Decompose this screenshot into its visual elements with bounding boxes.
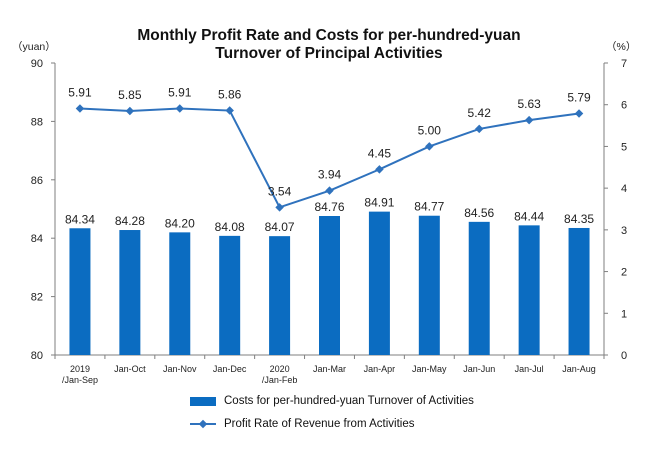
profit-rate-point — [125, 106, 135, 116]
x-category-label: 2019 — [70, 364, 90, 374]
x-category-label: 2020 — [270, 364, 290, 374]
profit-rate-point — [275, 203, 284, 212]
chart-title-line-1: Monthly Profit Rate and Costs for per-hu… — [137, 27, 521, 44]
cost-bar — [568, 227, 590, 355]
cost-bar-label: 84.07 — [265, 220, 295, 234]
cost-bar — [69, 228, 91, 355]
profit-rate-label: 5.79 — [567, 90, 591, 104]
x-category-label: Jan-Dec — [213, 364, 247, 374]
cost-bar-label: 84.20 — [165, 216, 195, 230]
profit-rate-point — [524, 115, 534, 125]
right-tick-label: 3 — [621, 225, 627, 237]
cost-bar-label: 84.76 — [314, 200, 344, 214]
right-axis-unit: （%） — [606, 41, 637, 53]
cost-bar — [368, 211, 390, 355]
cost-bar — [269, 236, 291, 355]
profit-rate-label: 5.86 — [218, 88, 242, 102]
x-category-label: Jan-Nov — [163, 364, 197, 374]
legend-bar-swatch — [190, 396, 216, 406]
profit-rate-point — [425, 142, 434, 151]
cost-bar — [219, 235, 241, 355]
x-category-label: Jan-Aug — [562, 364, 596, 374]
right-tick-label: 0 — [621, 350, 627, 362]
left-tick-label: 84 — [31, 233, 43, 245]
x-category-label: Jan-May — [412, 364, 447, 374]
profit-rate-label: 4.45 — [368, 146, 392, 160]
profit-rate-point — [225, 106, 234, 115]
legend-label-costs: Costs for per-hundred-yuan Turnover of A… — [224, 395, 474, 407]
right-tick-label: 1 — [621, 308, 627, 320]
cost-bar-label: 84.44 — [514, 209, 544, 223]
profit-rate-label: 5.42 — [468, 106, 492, 120]
profit-rate-label: 3.54 — [268, 184, 292, 198]
legend-item-profit-rate: Profit Rate of Revenue from Activities — [190, 418, 414, 430]
left-tick-label: 88 — [31, 116, 43, 128]
right-tick-label: 6 — [621, 100, 627, 112]
profit-rate-label: 5.85 — [118, 88, 142, 102]
cost-bar-label: 84.56 — [464, 206, 494, 220]
legend-line-swatch — [190, 419, 216, 429]
x-category-label: Jan-Mar — [313, 364, 346, 374]
left-tick-label: 90 — [31, 58, 43, 70]
cost-bar — [119, 230, 141, 355]
x-category-label: Jan-Jul — [515, 364, 544, 374]
profit-rate-point — [75, 104, 85, 113]
profit-rate-label: 5.63 — [517, 97, 541, 111]
cost-bar — [518, 225, 540, 355]
left-tick-label: 86 — [31, 175, 43, 187]
cost-bar — [169, 232, 191, 355]
cost-bar-label: 84.28 — [115, 214, 145, 228]
profit-rate-point — [175, 104, 185, 113]
cost-bar-label: 84.77 — [414, 200, 444, 214]
cost-bar-label: 84.34 — [65, 212, 95, 226]
x-category-label: Jan-Oct — [114, 364, 146, 374]
profit-rate-point — [325, 186, 334, 195]
x-category-label: /Jan-Feb — [262, 375, 298, 385]
x-category-label: Jan-Jun — [463, 364, 495, 374]
right-tick-label: 5 — [621, 141, 627, 153]
left-axis-unit: （yuan） — [12, 41, 56, 53]
profit-rate-label: 3.94 — [318, 168, 342, 182]
profit-rate-point — [375, 165, 384, 174]
cost-bar-label: 84.91 — [364, 196, 394, 210]
profit-rate-label: 5.91 — [68, 85, 92, 99]
profit-rate-point — [574, 109, 584, 118]
cost-bar — [468, 221, 490, 355]
profit-rate-label: 5.91 — [168, 85, 192, 99]
legend-item-costs: Costs for per-hundred-yuan Turnover of A… — [190, 395, 474, 407]
cost-bar-label: 84.08 — [215, 220, 245, 234]
cost-bar — [319, 216, 340, 355]
x-category-label: /Jan-Sep — [62, 375, 98, 385]
left-tick-label: 82 — [31, 292, 43, 304]
profit-rate-label: 5.00 — [418, 123, 442, 137]
x-category-label: Jan-Apr — [364, 364, 396, 374]
chart-title-line-2: Turnover of Principal Activities — [215, 45, 443, 62]
profit-rate-point — [474, 124, 484, 134]
right-tick-label: 4 — [621, 183, 627, 195]
left-tick-label: 80 — [31, 350, 43, 362]
legend-label-profit-rate: Profit Rate of Revenue from Activities — [224, 418, 415, 430]
right-tick-label: 2 — [621, 267, 627, 279]
right-tick-label: 7 — [621, 58, 627, 70]
cost-bar-label: 84.35 — [564, 212, 594, 226]
cost-bar — [418, 215, 440, 355]
